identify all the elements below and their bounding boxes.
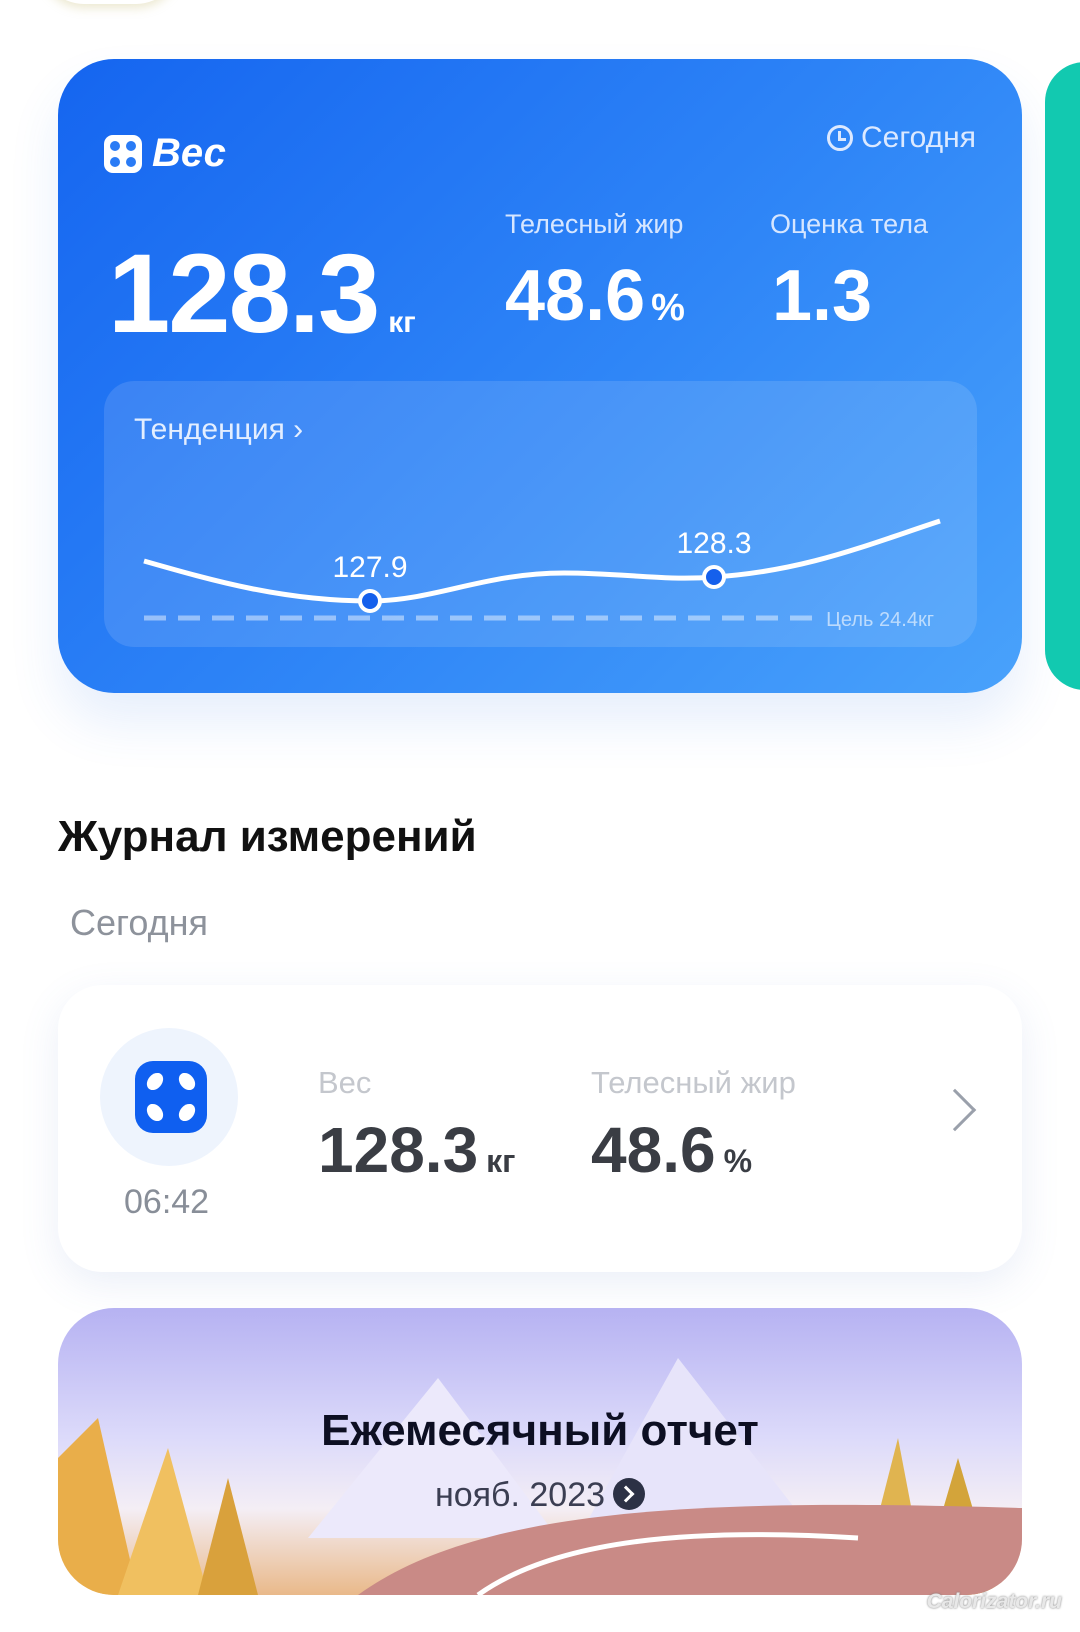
score-value: 1.3	[772, 256, 873, 336]
record-weight: 128.3 кг	[318, 1113, 516, 1187]
trend-link[interactable]: Тенденция ›	[134, 413, 304, 446]
weight-number: 128.3	[108, 231, 380, 356]
watermark: Calorizator.ru	[926, 1590, 1062, 1613]
weight-unit: кг	[388, 306, 416, 339]
date-label: Сегодня	[861, 121, 976, 154]
weight-card[interactable]: Вес Сегодня 128.3 кг Телесный жир 48.6% О…	[58, 59, 1022, 693]
scale-icon	[135, 1061, 207, 1133]
weight-card-title: Вес	[152, 131, 226, 175]
top-partial-element	[40, 0, 180, 4]
score-label: Оценка тела	[770, 209, 928, 239]
date-selector[interactable]: Сегодня	[827, 121, 976, 155]
record-fat-number: 48.6	[591, 1114, 716, 1186]
trend-point-label: 127.9	[332, 551, 407, 584]
next-card-peek[interactable]	[1045, 62, 1080, 690]
report-date-link[interactable]: нояб. 2023	[58, 1476, 1022, 1515]
report-date: нояб. 2023	[434, 1476, 606, 1514]
weight-card-header: Вес	[104, 131, 226, 176]
monthly-report-banner[interactable]: Ежемесячный отчет нояб. 2023	[58, 1308, 1022, 1595]
record-time: 06:42	[124, 1183, 210, 1221]
scale-avatar	[100, 1028, 238, 1166]
goal-label: Цель 24.4кг	[826, 609, 934, 631]
chevron-circle-icon	[613, 1478, 646, 1511]
weight-value: 128.3 кг	[108, 229, 416, 358]
trend-line	[143, 518, 941, 604]
report-title: Ежемесячный отчет	[321, 1406, 759, 1455]
record-fat-label: Телесный жир	[591, 1065, 796, 1100]
measurement-record[interactable]: 06:42 Вес 128.3 кг Телесный жир 48.6%	[58, 985, 1022, 1272]
fat-number: 48.6	[505, 256, 646, 336]
record-weight-number: 128.3	[318, 1114, 479, 1186]
clock-icon	[827, 125, 854, 151]
trend-point	[702, 565, 726, 589]
record-fat-unit: %	[723, 1143, 753, 1179]
fat-value: 48.6%	[505, 255, 685, 337]
trend-label: Тенденция	[134, 413, 285, 446]
fat-unit: %	[651, 287, 685, 329]
trend-point	[358, 589, 382, 613]
record-weight-unit: кг	[486, 1143, 516, 1179]
fat-label: Телесный жир	[505, 209, 684, 239]
scale-icon	[104, 134, 142, 173]
record-fat: 48.6%	[591, 1113, 752, 1187]
journal-title: Журнал измерений	[58, 812, 477, 861]
chevron-right-icon[interactable]	[933, 1088, 977, 1132]
trend-chart: Цель 24.4кг 127.9 128.3	[143, 518, 941, 631]
record-weight-label: Вес	[318, 1065, 372, 1100]
trend-panel[interactable]: Тенденция › Цель 24.4кг 127.9 128.3	[104, 381, 977, 647]
trend-point-label: 128.3	[676, 527, 751, 560]
journal-day: Сегодня	[70, 902, 208, 943]
